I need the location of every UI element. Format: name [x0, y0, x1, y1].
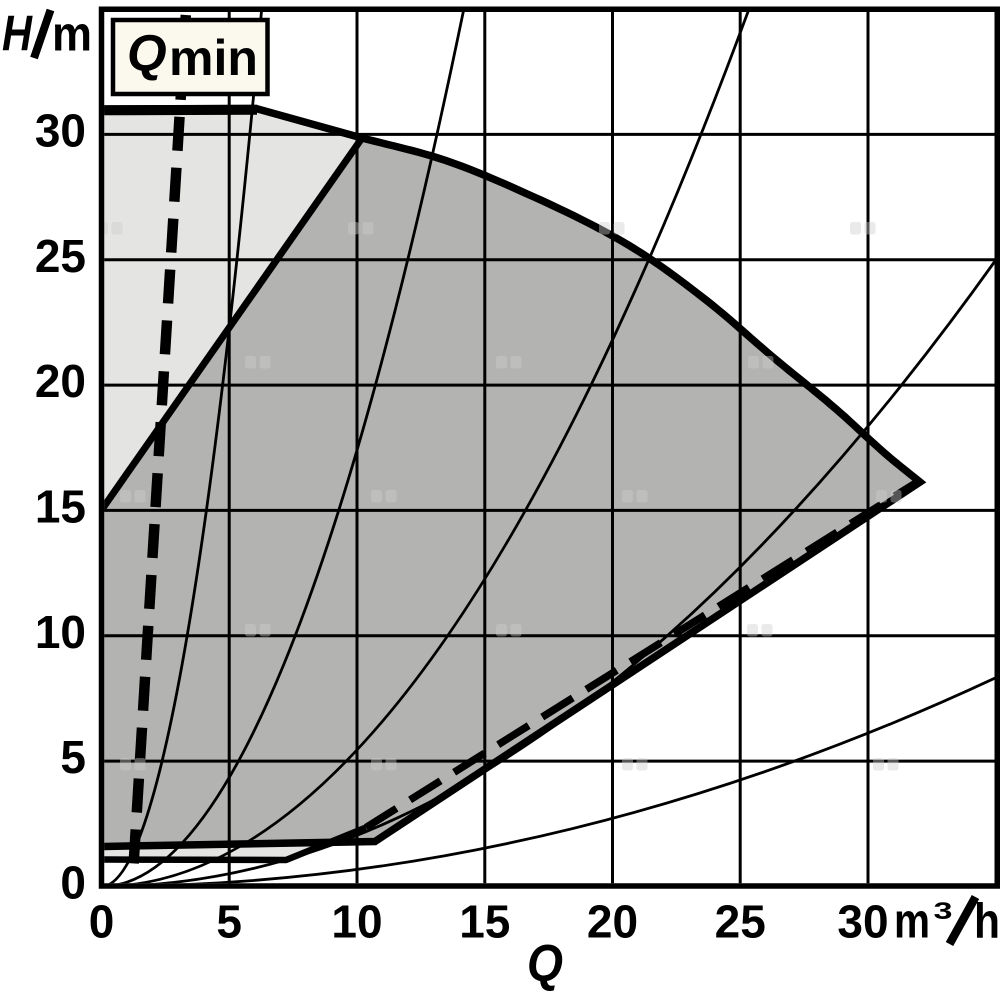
svg-text:5: 5	[60, 731, 86, 783]
svg-text:Q: Q	[527, 935, 563, 993]
svg-text:25: 25	[35, 230, 86, 282]
svg-text:10: 10	[331, 896, 382, 948]
svg-text:3: 3	[934, 898, 953, 925]
svg-text:0: 0	[89, 896, 115, 948]
svg-text:0: 0	[60, 857, 86, 909]
svg-text:20: 20	[35, 355, 86, 407]
svg-text:30: 30	[837, 896, 888, 948]
svg-text:Q: Q	[127, 25, 167, 82]
svg-text:H: H	[2, 6, 33, 62]
svg-text:m: m	[52, 8, 92, 62]
svg-text:15: 15	[459, 896, 510, 948]
svg-text:m: m	[894, 895, 930, 949]
svg-text:25: 25	[715, 896, 766, 948]
svg-text:30: 30	[35, 104, 86, 156]
svg-text:5: 5	[216, 896, 242, 948]
svg-text:20: 20	[587, 896, 638, 948]
svg-text:h: h	[974, 895, 1000, 949]
svg-text:min: min	[169, 30, 258, 86]
svg-text:15: 15	[35, 481, 86, 533]
svg-text:10: 10	[35, 606, 86, 658]
